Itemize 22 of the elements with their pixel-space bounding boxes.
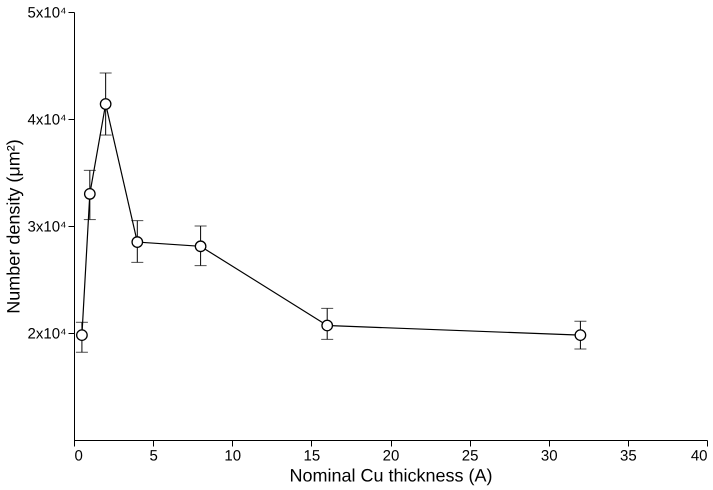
y-tick-label: 2x10⁴ <box>28 326 66 342</box>
x-tick-label: 15 <box>304 448 320 464</box>
x-axis-title: Nominal Cu thickness (A) <box>289 466 493 486</box>
x-tick-label: 0 <box>74 448 83 464</box>
y-tick-label: 3x10⁴ <box>28 218 66 236</box>
y-tick-label: 4x10⁴ <box>28 112 66 128</box>
x-tick-label: 5 <box>149 448 158 464</box>
x-tick-label: 40 <box>690 448 708 464</box>
y-tick-label: 5x10⁴ <box>28 4 66 22</box>
y-axis-title: Number density (μm²) <box>4 139 24 314</box>
point <box>321 320 334 332</box>
x-tick-label: 10 <box>224 448 242 464</box>
point <box>84 188 96 200</box>
x-tick-label: 35 <box>620 448 637 464</box>
x-tick-label: 20 <box>382 448 400 464</box>
point <box>100 98 112 110</box>
x-tick-label: 25 <box>462 448 478 464</box>
point <box>76 329 88 342</box>
point <box>131 236 144 248</box>
x-tick-label: 30 <box>540 448 558 464</box>
point <box>574 329 586 342</box>
point <box>194 240 206 252</box>
